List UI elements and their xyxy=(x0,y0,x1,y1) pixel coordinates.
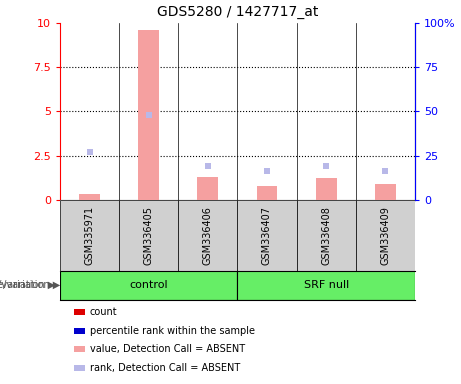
Text: rank, Detection Call = ABSENT: rank, Detection Call = ABSENT xyxy=(90,363,240,373)
Text: GSM336406: GSM336406 xyxy=(203,206,213,265)
Bar xyxy=(237,200,296,271)
Bar xyxy=(197,177,218,200)
Bar xyxy=(74,309,85,315)
Text: GSM336408: GSM336408 xyxy=(321,206,331,265)
Text: genotype/variation ▶: genotype/variation ▶ xyxy=(0,280,55,290)
Bar xyxy=(178,200,237,271)
Text: value, Detection Call = ABSENT: value, Detection Call = ABSENT xyxy=(90,344,245,354)
Text: count: count xyxy=(90,307,118,317)
Bar xyxy=(375,184,396,200)
Text: GSM335971: GSM335971 xyxy=(84,206,95,265)
Bar xyxy=(79,194,100,200)
Text: control: control xyxy=(130,280,168,290)
Title: GDS5280 / 1427717_at: GDS5280 / 1427717_at xyxy=(157,5,318,19)
Bar xyxy=(119,200,178,271)
Text: GSM336405: GSM336405 xyxy=(144,206,154,265)
Text: GSM336407: GSM336407 xyxy=(262,206,272,265)
Bar xyxy=(74,365,85,371)
Text: GSM336409: GSM336409 xyxy=(380,206,390,265)
Bar xyxy=(296,200,356,271)
Bar xyxy=(356,200,415,271)
Bar xyxy=(138,30,159,200)
Text: percentile rank within the sample: percentile rank within the sample xyxy=(90,326,255,336)
Bar xyxy=(237,271,415,300)
Bar xyxy=(74,346,85,353)
Bar xyxy=(257,185,278,200)
Text: genotype/variation ▶: genotype/variation ▶ xyxy=(0,280,60,290)
Bar xyxy=(316,179,337,200)
Bar xyxy=(60,271,237,300)
Text: SRF null: SRF null xyxy=(303,280,349,290)
Bar xyxy=(60,200,119,271)
Bar xyxy=(74,328,85,334)
